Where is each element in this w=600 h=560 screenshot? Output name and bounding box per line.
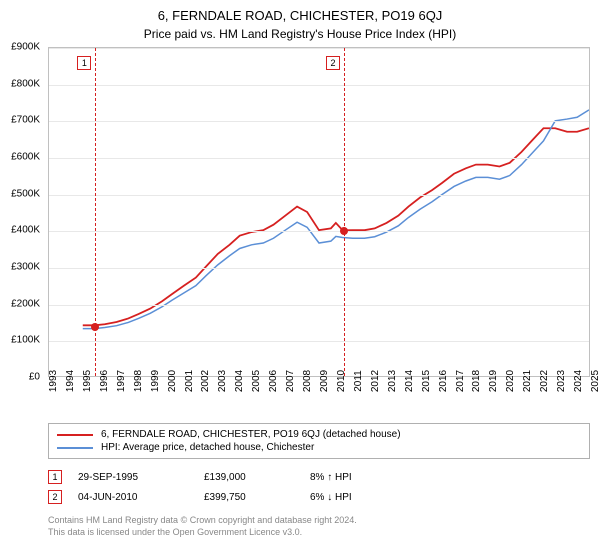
events-table: 1 29-SEP-1995 £139,000 8% ↑ HPI 2 04-JUN-2010… xyxy=(48,467,590,507)
x-tick-label: 2003 xyxy=(217,370,228,392)
x-tick-label: 1996 xyxy=(99,370,110,392)
x-tick-label: 2021 xyxy=(522,370,533,392)
x-tick-label: 2009 xyxy=(319,370,330,392)
legend-label: 6, FERNDALE ROAD, CHICHESTER, PO19 6QJ (… xyxy=(101,429,401,440)
x-tick-label: 2001 xyxy=(184,370,195,392)
x-axis: 1993199419951996199719981999200020012002… xyxy=(48,377,590,417)
legend-item: HPI: Average price, detached house, Chic… xyxy=(57,441,581,454)
price-marker xyxy=(91,323,99,331)
event-row: 1 29-SEP-1995 £139,000 8% ↑ HPI xyxy=(48,467,590,487)
footer: Contains HM Land Registry data © Crown c… xyxy=(48,515,590,538)
x-tick-label: 2011 xyxy=(353,370,364,392)
y-tick-label: £0 xyxy=(29,372,40,383)
legend-swatch xyxy=(57,434,93,436)
gridline xyxy=(49,341,589,342)
x-tick-label: 2005 xyxy=(251,370,262,392)
x-tick-label: 2024 xyxy=(573,370,584,392)
x-tick-label: 2002 xyxy=(200,370,211,392)
x-tick-label: 2012 xyxy=(370,370,381,392)
x-tick-label: 1999 xyxy=(150,370,161,392)
chart-title: 6, FERNDALE ROAD, CHICHESTER, PO19 6QJ xyxy=(0,0,600,23)
x-tick-label: 2019 xyxy=(488,370,499,392)
gridline xyxy=(49,121,589,122)
gridline xyxy=(49,48,589,49)
x-tick-label: 2004 xyxy=(234,370,245,392)
y-tick-label: £600K xyxy=(11,152,40,163)
event-number: 1 xyxy=(48,470,62,484)
event-vline xyxy=(344,48,345,376)
x-tick-label: 2010 xyxy=(336,370,347,392)
footer-line-2: This data is licensed under the Open Gov… xyxy=(48,527,590,539)
legend-item: 6, FERNDALE ROAD, CHICHESTER, PO19 6QJ (… xyxy=(57,428,581,441)
x-tick-label: 2008 xyxy=(302,370,313,392)
gridline xyxy=(49,268,589,269)
x-tick-label: 1995 xyxy=(82,370,93,392)
series-line xyxy=(83,110,589,329)
legend: 6, FERNDALE ROAD, CHICHESTER, PO19 6QJ (… xyxy=(48,423,590,459)
y-tick-label: £800K xyxy=(11,78,40,89)
event-price: £399,750 xyxy=(204,492,294,503)
gridline xyxy=(49,231,589,232)
x-tick-label: 1998 xyxy=(133,370,144,392)
x-tick-label: 1993 xyxy=(48,370,59,392)
y-tick-label: £300K xyxy=(11,262,40,273)
line-series-svg xyxy=(49,48,589,376)
legend-label: HPI: Average price, detached house, Chic… xyxy=(101,442,314,453)
y-axis: £0£100K£200K£300K£400K£500K£600K£700K£80… xyxy=(0,47,44,377)
x-tick-label: 2022 xyxy=(539,370,550,392)
y-tick-label: £500K xyxy=(11,188,40,199)
chart-subtitle: Price paid vs. HM Land Registry's House … xyxy=(0,23,600,47)
chart-plot-area: £0£100K£200K£300K£400K£500K£600K£700K£80… xyxy=(48,47,590,377)
event-date: 29-SEP-1995 xyxy=(78,472,188,483)
gridline xyxy=(49,85,589,86)
event-price: £139,000 xyxy=(204,472,294,483)
x-tick-label: 2015 xyxy=(421,370,432,392)
x-tick-label: 2007 xyxy=(285,370,296,392)
event-hpi: 6% ↓ HPI xyxy=(310,492,352,503)
footer-line-1: Contains HM Land Registry data © Crown c… xyxy=(48,515,590,527)
y-tick-label: £400K xyxy=(11,225,40,236)
gridline xyxy=(49,195,589,196)
x-tick-label: 2025 xyxy=(590,370,600,392)
legend-swatch xyxy=(57,447,93,449)
x-tick-label: 2023 xyxy=(556,370,567,392)
event-number: 2 xyxy=(48,490,62,504)
x-tick-label: 2017 xyxy=(455,370,466,392)
y-tick-label: £100K xyxy=(11,335,40,346)
gridline xyxy=(49,305,589,306)
x-tick-label: 2018 xyxy=(471,370,482,392)
event-badge: 1 xyxy=(77,56,91,70)
x-tick-label: 2000 xyxy=(167,370,178,392)
plot-region: 12 xyxy=(48,47,590,377)
y-tick-label: £700K xyxy=(11,115,40,126)
gridline xyxy=(49,158,589,159)
chart-container: 6, FERNDALE ROAD, CHICHESTER, PO19 6QJ P… xyxy=(0,0,600,560)
price-marker xyxy=(340,227,348,235)
y-tick-label: £900K xyxy=(11,42,40,53)
event-badge: 2 xyxy=(326,56,340,70)
x-tick-label: 2006 xyxy=(268,370,279,392)
event-hpi: 8% ↑ HPI xyxy=(310,472,352,483)
y-tick-label: £200K xyxy=(11,298,40,309)
x-tick-label: 1997 xyxy=(116,370,127,392)
x-tick-label: 2013 xyxy=(387,370,398,392)
event-date: 04-JUN-2010 xyxy=(78,492,188,503)
x-tick-label: 2020 xyxy=(505,370,516,392)
x-tick-label: 1994 xyxy=(65,370,76,392)
x-tick-label: 2016 xyxy=(438,370,449,392)
x-tick-label: 2014 xyxy=(404,370,415,392)
event-row: 2 04-JUN-2010 £399,750 6% ↓ HPI xyxy=(48,487,590,507)
